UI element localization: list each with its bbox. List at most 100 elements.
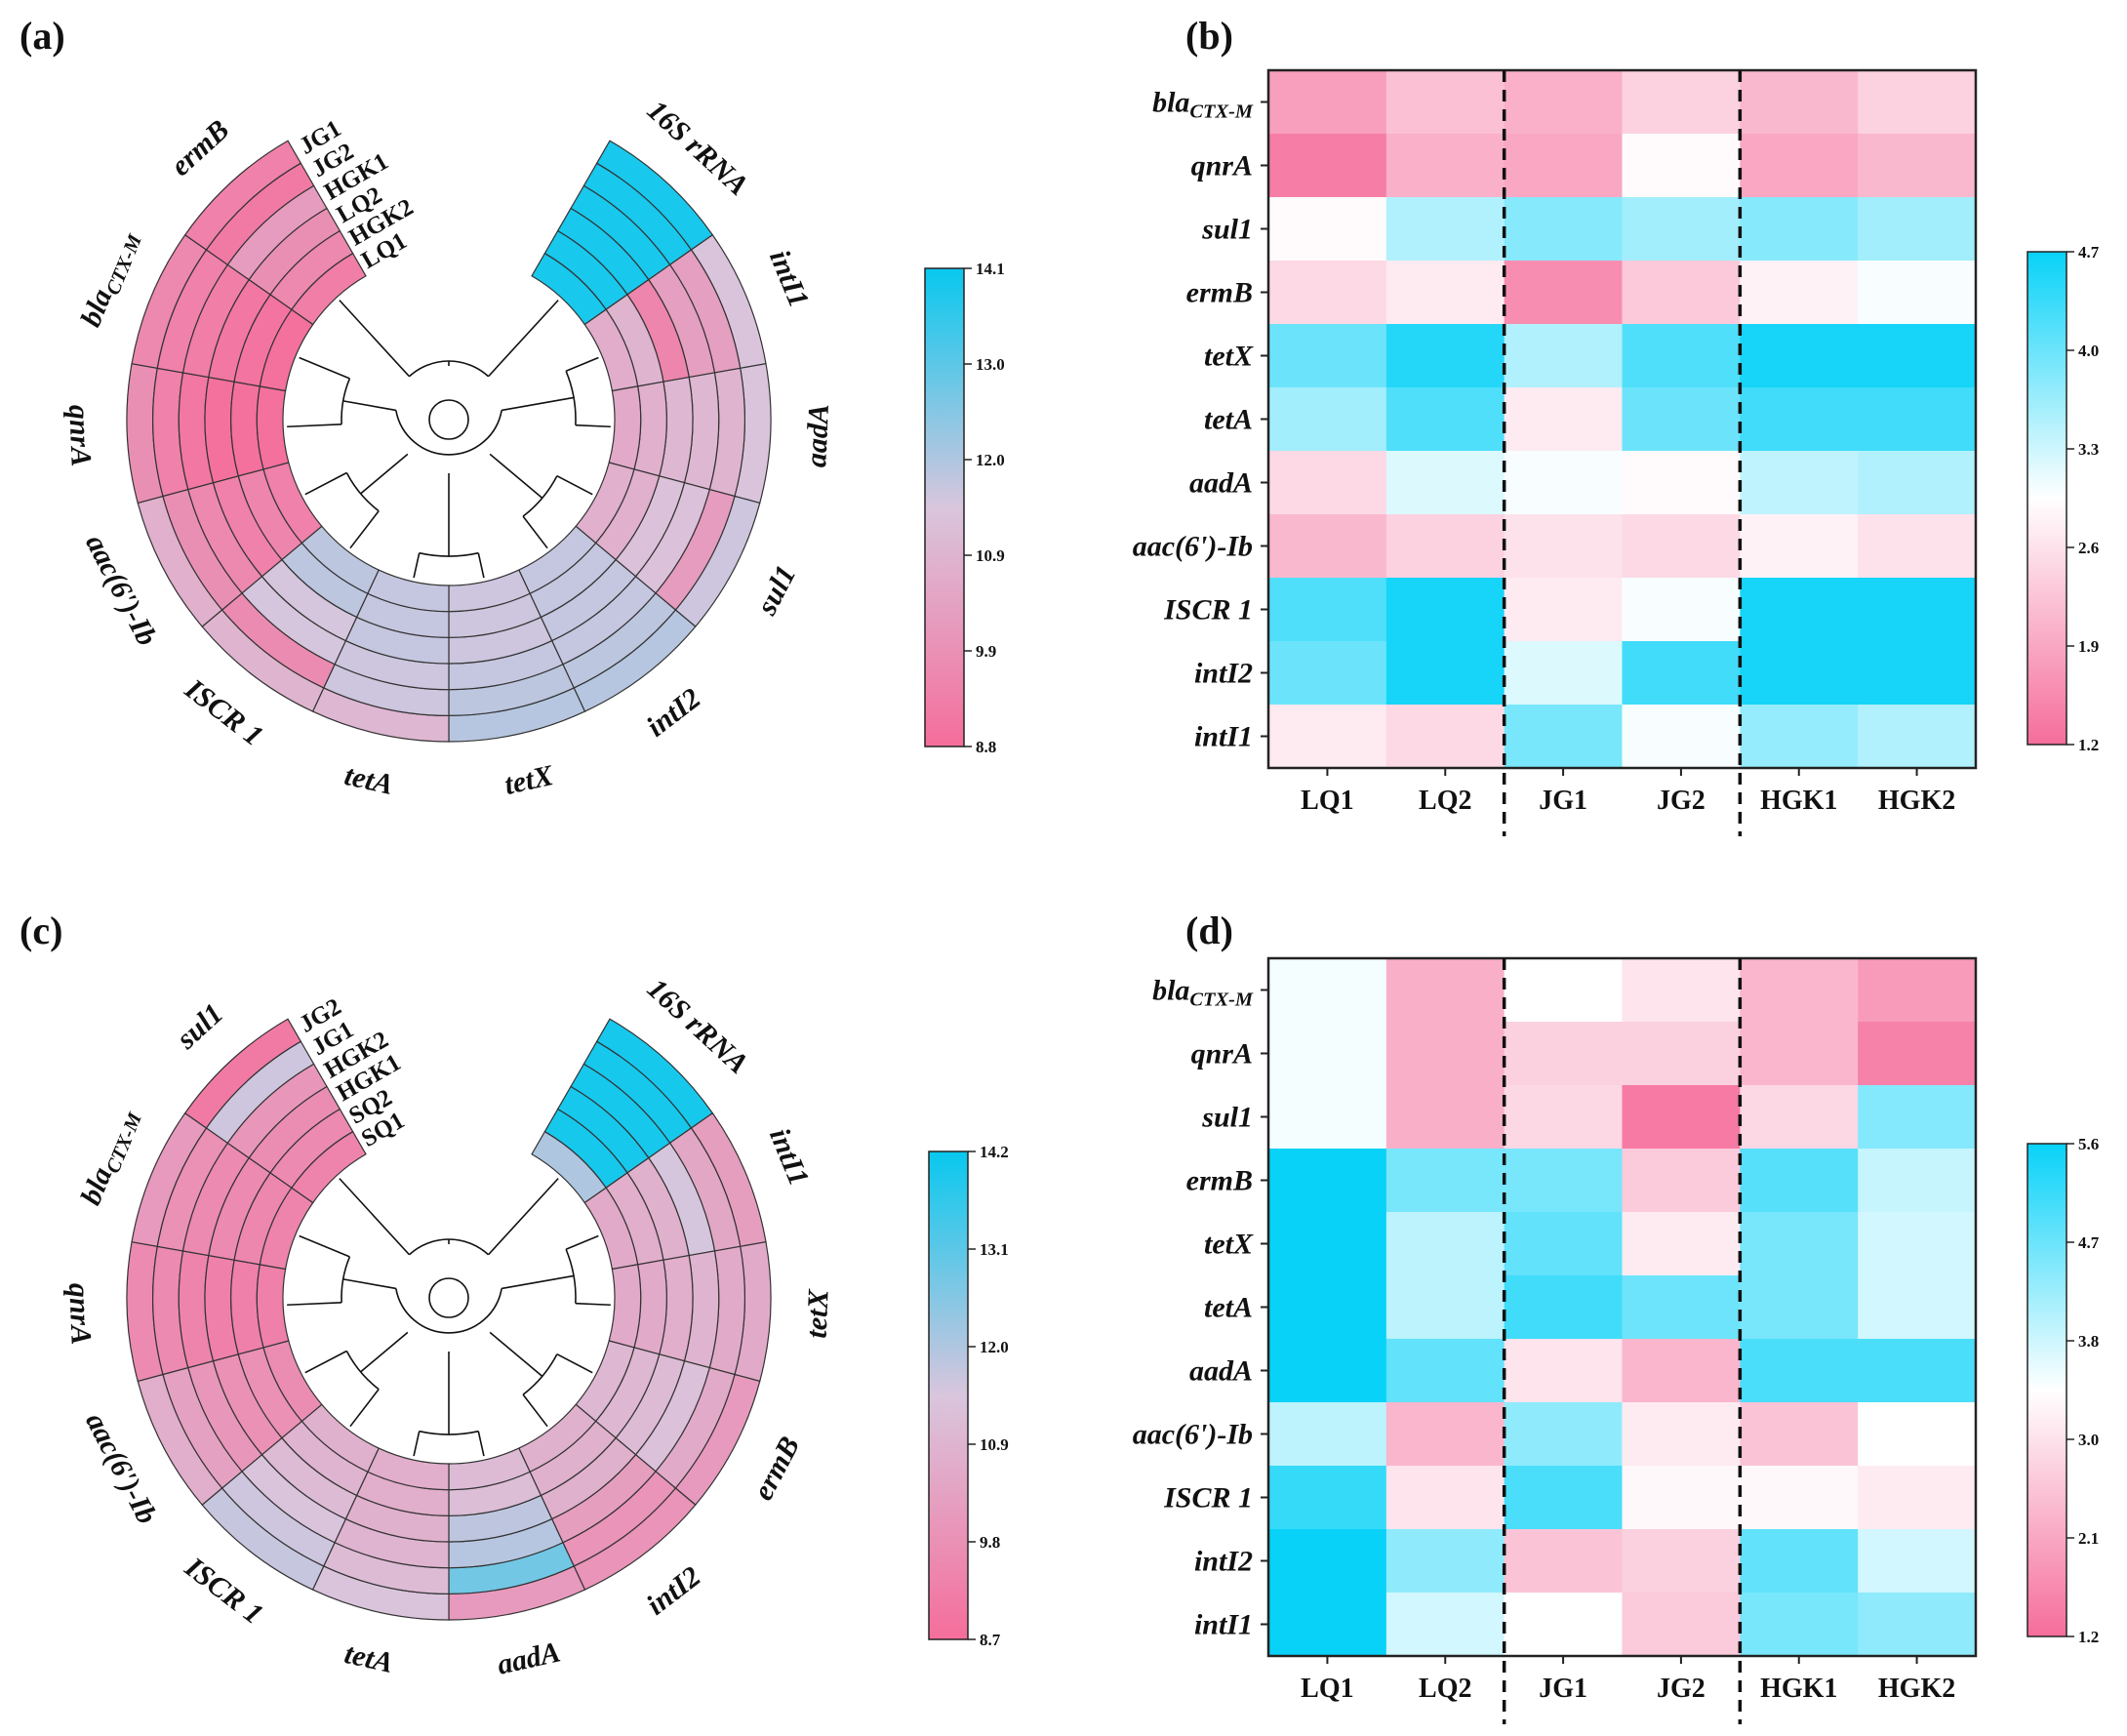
heatmap-cell-blactx-m-jg2 <box>1622 958 1741 1023</box>
row-label-blactx-m: blaCTX-M <box>1152 975 1254 1011</box>
heatmap-cell-teta-lq1 <box>1268 387 1387 452</box>
heatmap-cell-aada-lq2 <box>1385 451 1505 515</box>
colorbar-heat-b-tick-label: 1.2 <box>2078 736 2099 754</box>
gene-label-teta: tetA <box>341 1637 396 1679</box>
heatmap-cell-teta-jg2 <box>1622 1275 1741 1340</box>
row-label-ermb: ermB <box>1186 277 1253 309</box>
dendrogram-branch <box>342 400 396 412</box>
row-label-teta: tetA <box>1204 1292 1253 1324</box>
colorbar-heat-b-tick-label: 4.0 <box>2078 342 2099 360</box>
row-label-qnra: qnrA <box>1191 150 1253 182</box>
row-label-tetx: tetX <box>1204 341 1254 373</box>
heatmap-cell-tetx-jg1 <box>1504 1212 1624 1276</box>
colorbar-circ-a-tick-label: 8.8 <box>976 738 996 756</box>
heatmap-cell-sul1-hgk2 <box>1858 1085 1977 1150</box>
heatmap-cell-inti1-hgk2 <box>1858 705 1977 769</box>
colorbar-heat-d-tick-label: 5.6 <box>2078 1135 2099 1153</box>
heatmap-cell-sul1-lq2 <box>1385 1085 1505 1150</box>
heatmap-cell-blactx-m-lq2 <box>1385 70 1505 135</box>
heatmap-cell-inti2-hgk2 <box>1858 641 1977 706</box>
heatmap-cell-inti1-lq2 <box>1385 1593 1505 1657</box>
heatmap-cell-tetx-jg2 <box>1622 324 1741 388</box>
heatmap-cell-ermb-lq1 <box>1268 261 1387 325</box>
dendrogram-branch <box>287 423 342 428</box>
heatmap-cell-qnra-lq2 <box>1385 1022 1505 1086</box>
row-label-inti1: intI1 <box>1194 1609 1253 1641</box>
gene-label-qnra: qnrA <box>62 1282 98 1346</box>
heatmap-cell-teta-lq2 <box>1385 387 1505 452</box>
colorbar-circ-c-gradient <box>928 1151 969 1640</box>
heatmap-cell-blactx-m-lq2 <box>1385 958 1505 1023</box>
ring-cell-tetx-sq1 <box>608 1264 642 1349</box>
heatmap-cell-aada-jg2 <box>1622 451 1741 515</box>
heatmap-cell-qnra-hgk1 <box>1740 1022 1859 1086</box>
row-label-inti2: intI2 <box>1194 1546 1253 1578</box>
row-label-aac-6-ib: aac(6')-Ib <box>1133 1419 1253 1451</box>
colorbar-circ-a-tick-label: 14.1 <box>976 260 1005 278</box>
row-label-teta: tetA <box>1204 404 1253 436</box>
heatmap-cell-qnra-jg2 <box>1622 1022 1741 1086</box>
heatmap-cell-inti2-hgk2 <box>1858 1529 1977 1594</box>
panel-d-label: (d) <box>1185 908 1233 952</box>
heatmap-cell-teta-lq2 <box>1385 1275 1505 1340</box>
dendrogram-branch <box>304 1350 347 1374</box>
ring-cell-ermb-lq1 <box>291 252 367 326</box>
dendrogram-arc <box>345 1351 380 1391</box>
heatmap-cell-blactx-m-hgk1 <box>1740 70 1859 135</box>
heatmap-cell-blactx-m-jg1 <box>1504 70 1624 135</box>
colorbar-heat-b-tick-label: 3.3 <box>2078 440 2099 459</box>
heatmap-cell-blactx-m-lq1 <box>1268 70 1387 135</box>
heatmap-cell-iscr-1-hgk1 <box>1740 578 1859 642</box>
dendrogram-branch <box>299 356 350 380</box>
heatmap-cell-ermb-jg2 <box>1622 1149 1741 1213</box>
colorbar-heat-d-gradient <box>2027 1143 2067 1637</box>
heatmap-cell-inti2-jg1 <box>1504 641 1624 706</box>
heatmap-cell-ermb-hgk2 <box>1858 261 1977 325</box>
row-label-qnra: qnrA <box>1191 1038 1253 1070</box>
heatmap-cell-iscr-1-jg1 <box>1504 1466 1624 1530</box>
heatmap-cell-aac-6-ib-lq2 <box>1385 1402 1505 1467</box>
col-label-hgk2: HGK2 <box>1878 1674 1955 1704</box>
colorbar-circ-c-tick-label: 9.8 <box>980 1533 1000 1552</box>
col-label-lq2: LQ2 <box>1419 786 1471 816</box>
heatmap-cell-qnra-hgk2 <box>1858 134 1977 198</box>
heatmap-cell-inti1-jg1 <box>1504 705 1624 769</box>
heatmap-cell-qnra-jg2 <box>1622 134 1741 198</box>
gene-label-sul1: sul1 <box>170 997 229 1056</box>
colorbar-circ-a-tick-label: 10.9 <box>976 546 1005 565</box>
row-label-tetx: tetX <box>1204 1229 1254 1261</box>
heatmap-cell-sul1-jg1 <box>1504 1085 1624 1150</box>
heatmap-cell-tetx-hgk2 <box>1858 324 1977 388</box>
heatmap-cell-inti1-lq1 <box>1268 705 1387 769</box>
colorbar-circ-c-tick-label: 8.7 <box>980 1631 1001 1649</box>
heatmap-cell-inti2-jg2 <box>1622 641 1741 706</box>
heatmap-cell-qnra-jg1 <box>1504 134 1624 198</box>
heatmap-cell-iscr-1-jg1 <box>1504 578 1624 642</box>
dendrogram <box>287 1178 611 1457</box>
heatmap-cell-ermb-hgk1 <box>1740 1149 1859 1213</box>
heatmap-cell-qnra-hgk2 <box>1858 1022 1977 1086</box>
heatmap-cell-aada-hgk1 <box>1740 1339 1859 1403</box>
heatmap-cell-inti2-lq2 <box>1385 641 1505 706</box>
ring-cell-sul1-sq1 <box>291 1130 367 1204</box>
heatmap-cell-aada-lq1 <box>1268 1339 1387 1403</box>
heatmap-cell-tetx-lq2 <box>1385 1212 1505 1276</box>
heatmap-cell-aac-6-ib-hgk1 <box>1740 1402 1859 1467</box>
panel-b: (b) blaCTX-M qnrA sul1 ermB tetX tetA aadA aac(… <box>1133 14 2100 836</box>
row-label-aac-6-ib: aac(6')-Ib <box>1133 531 1253 563</box>
col-label-hgk1: HGK1 <box>1760 1674 1837 1704</box>
heatmap-cell-inti1-lq2 <box>1385 705 1505 769</box>
gene-label-aada: aadA <box>800 403 835 467</box>
heatmap-cell-inti1-hgk1 <box>1740 705 1859 769</box>
colorbar-circ-c-tick-label: 12.0 <box>980 1338 1009 1356</box>
heatmap-cell-tetx-jg2 <box>1622 1212 1741 1276</box>
heatmap-cell-ermb-lq1 <box>1268 1149 1387 1213</box>
heatmap-cell-ermb-jg1 <box>1504 1149 1624 1213</box>
colorbar-circ-a-tick-label: 12.0 <box>976 451 1005 469</box>
col-label-jg1: JG1 <box>1539 786 1587 816</box>
heatmap-cell-blactx-m-jg1 <box>1504 958 1624 1023</box>
row-label-ermb: ermB <box>1186 1165 1253 1197</box>
heatmap-cell-teta-lq1 <box>1268 1275 1387 1340</box>
heatmap-cell-aac-6-ib-hgk2 <box>1858 514 1977 579</box>
row-label-aada: aadA <box>1189 1355 1253 1388</box>
